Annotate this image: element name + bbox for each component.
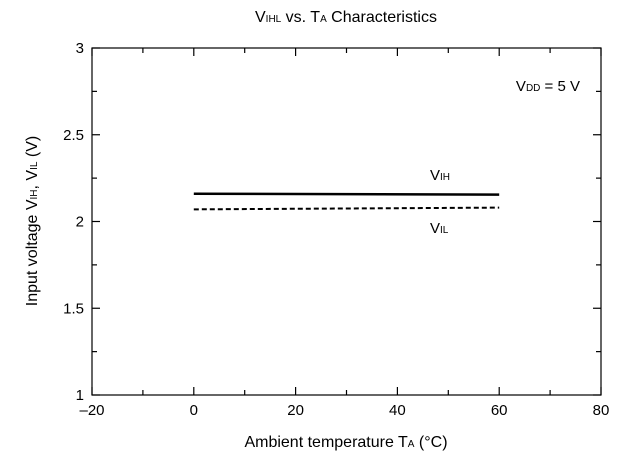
- x-axis-ticks: –20 0 20 40 60 80: [79, 48, 609, 419]
- series-line-vil: [193, 206, 500, 211]
- x-tick-label: 80: [593, 402, 610, 419]
- y-tick-label: 3: [76, 40, 84, 57]
- x-tick-label: 40: [389, 402, 406, 419]
- series-label-vil: VIL: [430, 220, 449, 237]
- y-axis-ticks: 1 1.5 2 2.5 3: [63, 40, 601, 404]
- series-group: [193, 192, 500, 211]
- x-tick-label: 60: [491, 402, 508, 419]
- y-tick-label: 1.5: [63, 300, 84, 317]
- chart-title: VIHL vs. TA Characteristics: [255, 9, 437, 26]
- plot-frame: [91, 47, 602, 396]
- y-tick-label: 1: [76, 387, 84, 404]
- x-axis-title: Ambient temperature TA (°C): [244, 434, 447, 451]
- x-tick-label: 20: [287, 402, 304, 419]
- y-axis-title: Input voltage VIH, VIL (V): [24, 136, 41, 306]
- series-line-vih: [193, 192, 500, 196]
- annotation-vdd: VDD = 5 V: [516, 78, 580, 95]
- series-label-vih: VIH: [430, 167, 450, 184]
- y-tick-label: 2.5: [63, 127, 84, 144]
- x-tick-label: –20: [79, 402, 104, 419]
- y-tick-label: 2: [76, 214, 84, 231]
- x-tick-label: 0: [190, 402, 198, 419]
